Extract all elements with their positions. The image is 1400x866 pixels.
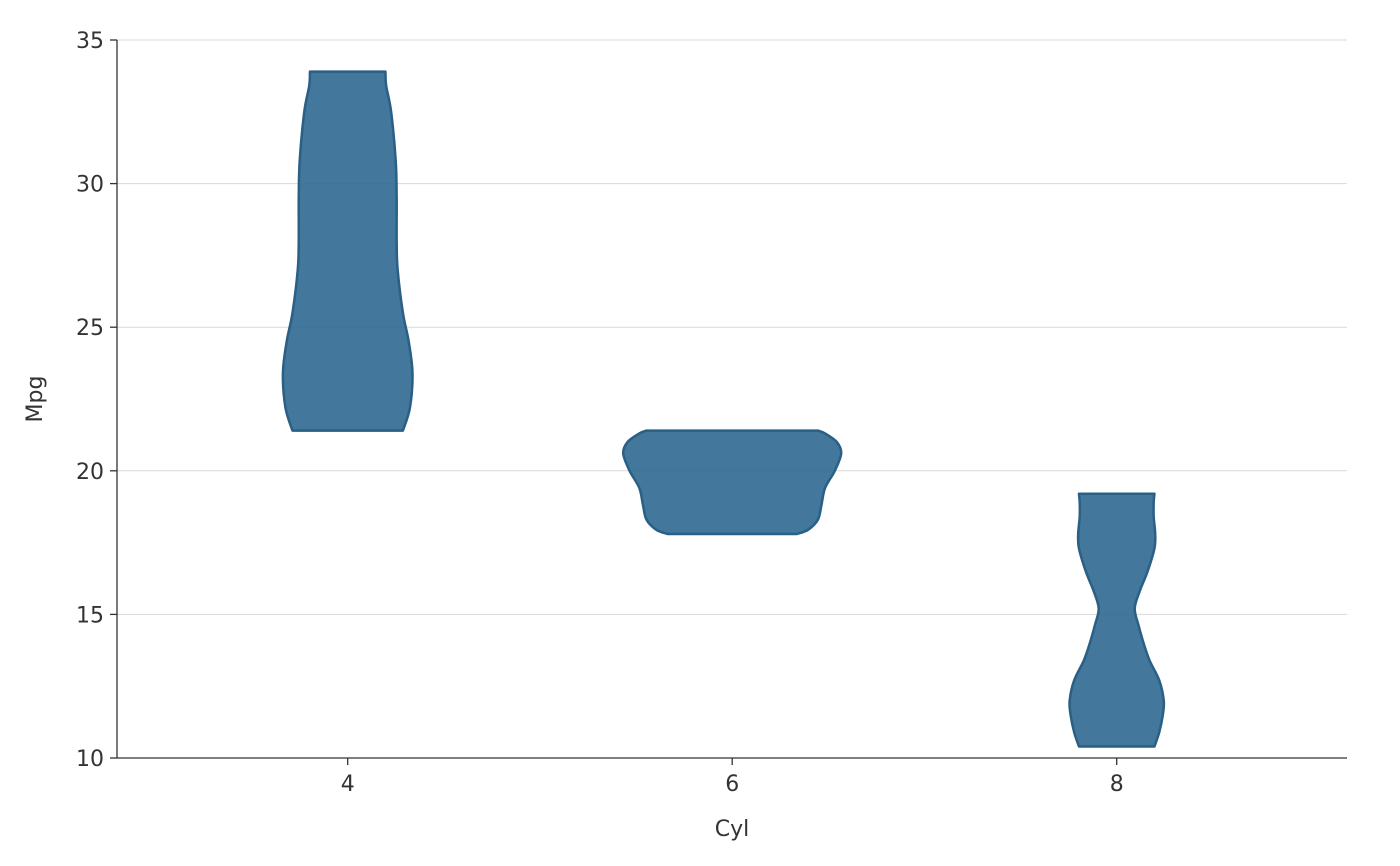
x-axis: 4 6 8 xyxy=(117,757,1347,797)
violins xyxy=(281,70,1166,748)
x-tick-label: 4 xyxy=(341,772,355,797)
y-tick-label: 30 xyxy=(76,173,104,198)
x-tick-label: 6 xyxy=(725,772,739,797)
y-tick-label: 20 xyxy=(76,460,104,485)
x-axis-title: Cyl xyxy=(715,817,750,842)
y-tick-label: 35 xyxy=(76,29,104,54)
violin-cyl-8 xyxy=(1068,492,1166,748)
x-tick-label: 8 xyxy=(1110,772,1124,797)
y-axis-title: Mpg xyxy=(23,376,48,423)
violin-cyl-4 xyxy=(281,70,414,432)
y-tick-label: 10 xyxy=(76,747,104,772)
y-tick-label: 15 xyxy=(76,603,104,628)
y-axis: 10 15 20 25 30 35 xyxy=(76,29,118,772)
violin-cyl-6 xyxy=(621,429,843,536)
y-tick-label: 25 xyxy=(76,316,104,341)
